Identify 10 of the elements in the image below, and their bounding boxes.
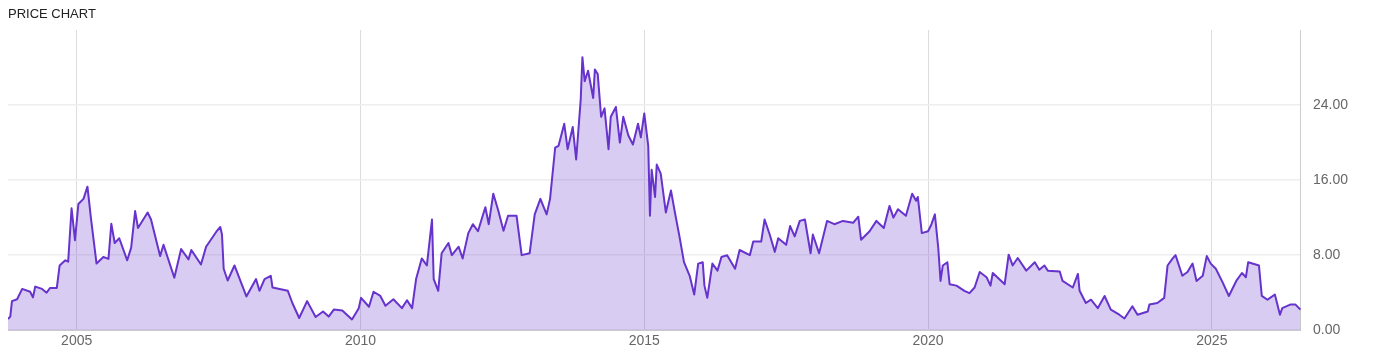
- x-tick-label: 2010: [344, 332, 377, 349]
- x-tick-label: 2020: [912, 332, 944, 349]
- y-tick-label: 16.00: [1312, 170, 1349, 187]
- y-tick-label: 0.00: [1312, 321, 1341, 338]
- x-tick-label: 2015: [628, 332, 661, 349]
- y-tick-label: 8.00: [1312, 246, 1341, 263]
- chart-title: PRICE CHART: [8, 6, 96, 21]
- y-tick-label: 24.00: [1312, 95, 1349, 112]
- x-tick-label: 2025: [1196, 332, 1228, 349]
- x-tick-label: 2005: [61, 332, 93, 349]
